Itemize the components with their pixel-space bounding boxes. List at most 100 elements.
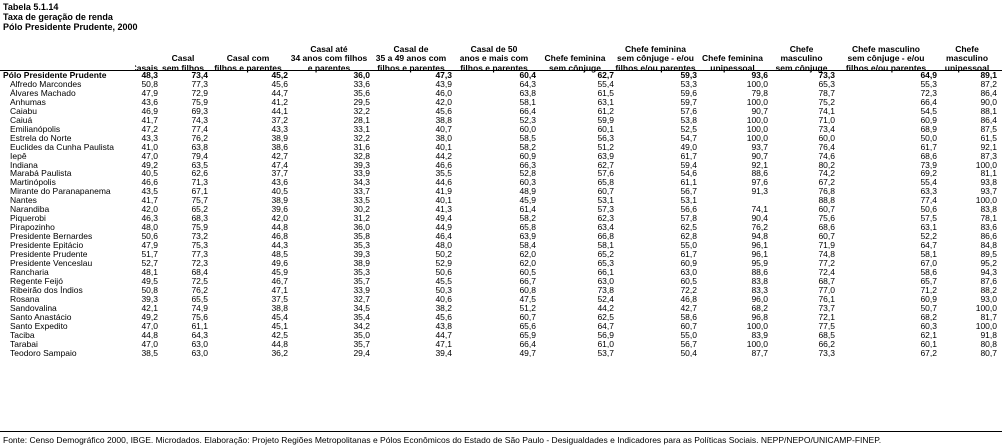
column-header: Casal até 34 anos com filhos e parentes: [290, 43, 368, 73]
municipality-name: Rosana: [10, 294, 40, 304]
rate-cell: 81,7: [980, 312, 997, 322]
rate-cell: 40,6: [435, 294, 452, 304]
rate-cell: 71,9: [818, 241, 835, 251]
rate-cell: 31,6: [353, 142, 370, 152]
table-row: Teodoro Sampaio 38,5 63,0 36,2 29,4 39,4 49,7 5…: [0, 349, 1002, 358]
rate-cell: 72,1: [818, 312, 835, 322]
rate-cell: 72,4: [818, 267, 835, 277]
rate-cell: 83,3: [751, 285, 768, 295]
rate-cell: 66,4: [920, 97, 937, 107]
rate-cell: 77,0: [818, 285, 835, 295]
rate-cell: 65,7: [920, 276, 937, 286]
aggregate-row: Pólo Presidente Prudente 48,3 73,4 45,2 36,0…: [0, 71, 1002, 80]
municipality-name: Nantes: [10, 196, 37, 206]
rate-cell: 44,9: [435, 223, 452, 233]
column-header: Chefe masculino unipessoal: [944, 43, 990, 73]
rate-cell: 44,8: [271, 223, 288, 233]
table-row: Pirapozinho 48,0 75,9 44,8 36,0 44,9 65,8 63,4 6…: [0, 223, 1002, 232]
table-number: Tabela 5.1.14: [3, 2, 59, 12]
rate-cell: 94,8: [751, 232, 768, 242]
table-row: Indiana 49,2 63,5 47,4 39,3 46,6 66,3 62,7 59,4 9…: [0, 161, 1002, 170]
rate-cell: 47,3: [435, 71, 452, 80]
table-row: Nantes 41,7 75,7 38,9 33,5 40,1 45,9 53,1 53,1 88…: [0, 196, 1002, 205]
rate-cell: 31,2: [353, 214, 370, 224]
rate-cell: 88,1: [980, 106, 997, 116]
table-row: Santo Expedito 47,0 61,1 45,1 34,2 43,8 65,6 64…: [0, 322, 1002, 331]
municipality-name: Santo Expedito: [10, 321, 68, 331]
rate-cell: 100,0: [746, 339, 768, 349]
rate-cell: 68,9: [920, 124, 937, 134]
rate-cell: 51,4: [997, 71, 1002, 80]
rate-cell: 41,2: [997, 295, 1002, 304]
rate-cell: 45,9: [271, 267, 288, 277]
rate-cell: 62,0: [519, 259, 536, 268]
rate-cell: 54,6: [680, 169, 697, 179]
rate-cell: 79,8: [751, 88, 768, 98]
rate-cell: 75,7: [191, 196, 208, 206]
rate-cell: 47,0: [141, 151, 158, 161]
rate-cell: 45,6: [271, 79, 288, 89]
rate-cell: 50,3: [435, 285, 452, 295]
rate-cell: 76,2: [751, 223, 768, 233]
rate-cell: 83,9: [751, 330, 768, 340]
rate-cell: 60,9: [519, 151, 536, 161]
rate-cell: 32,2: [353, 133, 370, 143]
rate-cell: 61,5: [980, 133, 997, 143]
rate-cell: 75,6: [818, 214, 835, 224]
rate-cell: 47,9: [141, 241, 158, 251]
rate-cell: 36,2: [271, 348, 288, 358]
rate-cell: 54,8: [997, 250, 1002, 259]
rate-cell: 57,8: [680, 214, 697, 224]
rate-cell: 34,2: [353, 321, 370, 331]
rate-cell: 33,6: [353, 79, 370, 89]
table-row: Rosana 39,3 65,5 37,5 32,7 40,6 47,5 52,4 46,8 96…: [0, 295, 1002, 304]
rate-cell: 73,2: [191, 232, 208, 242]
rate-cell: 51,2: [597, 142, 614, 152]
rate-cell: 60,0: [818, 133, 835, 143]
rate-cell: 100,0: [975, 303, 997, 313]
rate-cell: 43,9: [435, 79, 452, 89]
municipality-name: Rancharia: [10, 267, 49, 277]
rate-cell: 59,4: [680, 160, 697, 170]
rate-cell: 89,5: [980, 250, 997, 260]
municipality-name: Taciba: [10, 330, 35, 340]
rate-cell: 35,7: [353, 276, 370, 286]
rate-cell: 71,2: [920, 285, 937, 295]
rate-cell: 47,9: [141, 88, 158, 98]
rate-cell: 60,4: [519, 71, 536, 80]
rate-cell: 53,8: [680, 115, 697, 125]
rate-cell: 93,0: [980, 294, 997, 304]
rate-cell: 36,0: [353, 223, 370, 233]
rate-cell: 57,6: [680, 106, 697, 116]
rate-cell: 46,0: [435, 88, 452, 98]
rate-cell: 77,3: [191, 250, 208, 260]
rate-cell: 63,5: [191, 160, 208, 170]
rate-cell: 60,7: [597, 187, 614, 197]
rate-cell: 49,5: [141, 276, 158, 286]
rate-cell: 67,0: [920, 259, 937, 268]
rate-cell: 44,2: [597, 303, 614, 313]
rate-cell: 60,7: [519, 312, 536, 322]
rate-cell: 61,0: [597, 339, 614, 349]
rate-cell: 44,6: [435, 178, 452, 188]
rate-cell: 46,3: [141, 214, 158, 224]
rate-cell: 47,1: [435, 339, 452, 349]
rate-cell: 65,6: [519, 321, 536, 331]
rate-cell: 53,7: [597, 348, 614, 358]
rate-cell: 73,3: [818, 71, 835, 80]
rate-cell: 100,0: [746, 115, 768, 125]
rate-cell: 37,7: [271, 169, 288, 179]
table-row: Alfredo Marcondes 50,8 77,3 45,6 33,6 43,9 64,…: [0, 80, 1002, 89]
rate-cell: 38,2: [435, 303, 452, 313]
rate-cell: 55,4: [920, 178, 937, 188]
rate-cell: 47,1: [271, 285, 288, 295]
rate-cell: 73,4: [191, 71, 208, 80]
rate-cell: 72,5: [191, 276, 208, 286]
rate-cell: 43,8: [435, 321, 452, 331]
rate-cell: 46,8: [680, 294, 697, 304]
table-row: Piquerobi 46,3 68,3 42,0 31,2 49,4 58,2 62,3 57,…: [0, 214, 1002, 223]
rate-cell: 50,3: [997, 125, 1002, 134]
table-row: Presidente Bernardes 50,6 73,2 46,8 35,8 46,4…: [0, 232, 1002, 241]
rate-cell: 96,1: [751, 241, 768, 251]
table-row: Ribeirão dos Índios 50,8 76,2 47,1 33,9 50,3 6…: [0, 286, 1002, 295]
